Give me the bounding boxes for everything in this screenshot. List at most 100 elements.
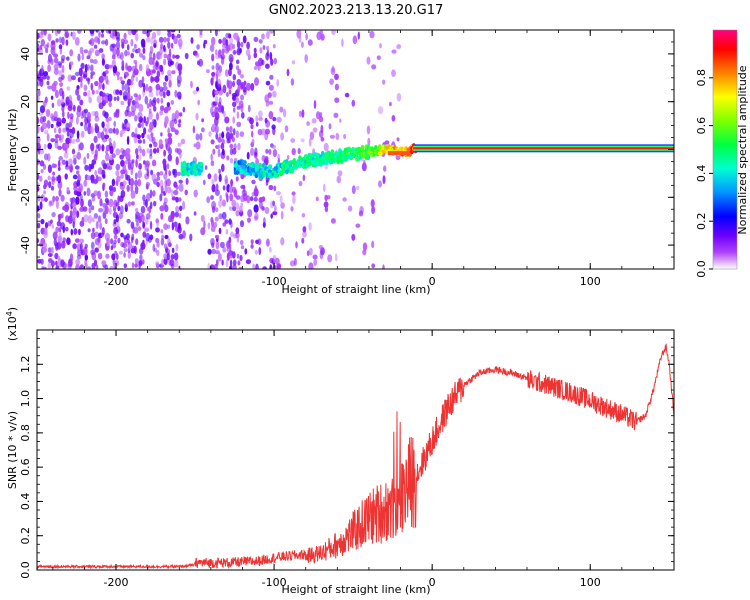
colorbar-gradient: [713, 30, 737, 269]
spectrogram-noise-cell: [218, 199, 223, 208]
spectrogram-noise-cell: [113, 96, 117, 102]
spectrogram-noise-cell: [111, 59, 116, 68]
spectrogram-noise-cell: [163, 173, 168, 180]
spectrogram-noise-cell: [54, 89, 59, 99]
spectrogram-noise-cell: [359, 206, 364, 215]
spectrogram-noise-cell: [125, 233, 130, 241]
spectrogram-noise-cell: [382, 175, 386, 185]
spectrogram-noise-cell: [56, 220, 62, 227]
spectrogram-noise-cell: [90, 64, 94, 72]
spectrogram-noise-cell: [72, 154, 78, 160]
spectrogram-noise-cell: [151, 173, 157, 182]
spectrogram-noise-cell: [60, 222, 66, 230]
spectrogram-noise-cell: [156, 70, 161, 78]
spectrogram-noise-cell: [101, 30, 104, 34]
spectrogram-noise-cell: [62, 127, 67, 133]
spectrogram-noise-cell: [43, 227, 48, 236]
spectrogram-noise-cell: [152, 97, 157, 104]
spectrogram-noise-cell: [72, 31, 76, 41]
spectrogram-noise-cell: [239, 131, 245, 138]
spectrogram-noise-cell: [152, 60, 155, 66]
colorbar-tick-label: 0.6: [695, 117, 708, 135]
spectrogram-noise-cell: [89, 47, 95, 53]
spectrogram-noise-cell: [83, 49, 89, 54]
spectrogram-noise-cell: [363, 160, 366, 166]
spectrogram-noise-cell: [137, 122, 142, 128]
spectrogram-noise-cell: [221, 131, 225, 139]
spectrogram-noise-cell: [92, 59, 98, 65]
spectrogram-noise-cell: [116, 175, 121, 183]
spectrogram-noise-cell: [217, 148, 221, 158]
spectrogram-noise-cell: [239, 239, 244, 246]
spectrogram-noise-cell: [108, 30, 112, 34]
spectrogram-noise-cell: [89, 30, 95, 35]
spectrogram-noise-cell: [146, 192, 151, 202]
spectrogram-noise-cell: [149, 143, 153, 148]
spectrogram-noise-cell: [166, 89, 171, 97]
spectrogram-noise-cell: [253, 66, 258, 70]
spectrogram-noise-cell: [210, 153, 213, 161]
spectrogram-noise-cell: [229, 126, 233, 133]
spectrogram-noise-cell: [52, 195, 56, 202]
spectrogram-noise-cell: [71, 127, 76, 135]
spectrogram-noise-cell: [71, 148, 76, 155]
spectrogram-noise-cell: [313, 100, 317, 109]
spectrogram-noise-cell: [149, 234, 154, 240]
spectrogram-noise-cell: [75, 88, 80, 96]
spectrogram-noise-cell: [131, 104, 137, 113]
spectrogram-noise-cell: [209, 44, 215, 52]
spectrogram-noise-cell: [98, 31, 101, 38]
spectrogram-noise-cell: [168, 170, 172, 177]
spectrogram-noise-cell: [163, 53, 168, 59]
spectrogram-noise-cell: [83, 156, 87, 165]
spectrogram-noise-cell: [39, 105, 46, 114]
spectrogram-noise-cell: [113, 219, 117, 225]
spectrogram-noise-cell: [221, 199, 226, 207]
spectrogram-noise-cell: [51, 176, 56, 182]
snr-series-line: [37, 343, 674, 570]
spectrogram-noise-cell: [93, 135, 98, 143]
spectrogram-noise-cell: [202, 179, 206, 185]
spectrogram-noise-cell: [148, 91, 154, 98]
spectrogram-noise-cell: [50, 113, 54, 120]
spectrogram-noise-cell: [226, 92, 229, 97]
spectrogram-noise-cell: [367, 137, 371, 147]
spectrogram-noise-cell: [352, 35, 358, 45]
spectrogram-noise-cell: [46, 75, 50, 81]
spectrogram-noise-cell: [62, 237, 66, 243]
spectrogram-noise-cell: [276, 191, 281, 196]
spectrogram-noise-cell: [271, 124, 276, 130]
spectrogram-noise-cell: [218, 38, 222, 44]
spectrogram-noise-cell: [142, 30, 148, 35]
spectrogram-noise-cell: [324, 206, 329, 213]
spectrogram-noise-cell: [293, 257, 297, 266]
spectrogram-noise-cell: [97, 241, 102, 249]
spectrogram-noise-cell: [324, 164, 329, 170]
spectrogram-noise-cell: [156, 176, 161, 181]
spectrogram-noise-cell: [171, 70, 176, 75]
spectrogram-noise-cell: [101, 144, 105, 152]
spectrogram-noise-cell: [371, 240, 375, 249]
spectrogram-noise-cell: [76, 85, 80, 90]
spectrogram-noise-cell: [250, 82, 255, 91]
spectrogram-noise-cell: [194, 52, 200, 58]
spectrogram-noise-cell: [149, 45, 154, 55]
spectrogram-noise-cell: [151, 118, 155, 125]
spectrogram-noise-cell: [81, 52, 85, 61]
spectrogram-noise-cell: [123, 32, 127, 40]
spectrogram-noise-cell: [115, 31, 120, 40]
spectrogram-noise-cell: [115, 71, 121, 76]
spectrogram-noise-cell: [247, 217, 251, 223]
spectrogram-noise-cell: [384, 140, 390, 145]
spectrogram-noise-cell: [121, 83, 125, 91]
spectrogram-noise-cell: [142, 55, 146, 61]
spectrogram-noise-cell: [55, 38, 59, 43]
spectrogram-noise-cell: [68, 94, 73, 104]
spectrogram-noise-cell: [84, 122, 88, 132]
spectrogram-noise-cell: [197, 99, 201, 106]
spectrogram-noise-cell: [135, 158, 138, 168]
spectrogram-noise-cell: [284, 125, 289, 133]
spectrogram-noise-cell: [89, 38, 95, 46]
spectrogram-noise-cell: [171, 247, 175, 253]
spectrogram-noise-cell: [153, 105, 157, 112]
